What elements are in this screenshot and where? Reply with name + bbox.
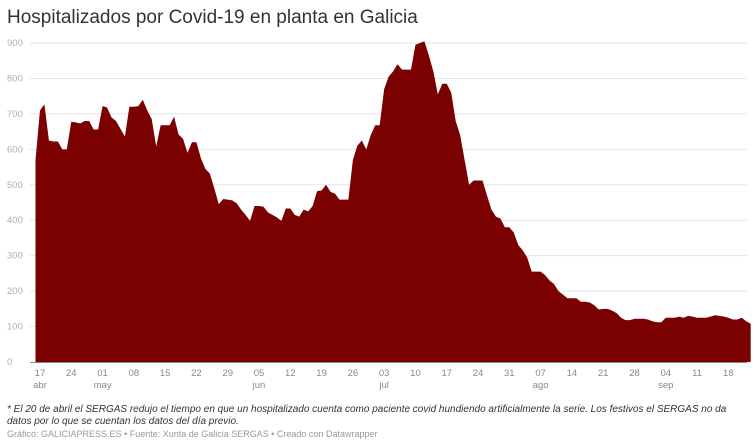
x-tick-label: 21	[598, 368, 609, 379]
y-axis-labels: 0 100 200 300 400 500 600 700 800 900	[7, 38, 23, 368]
x-tick-label: 05	[254, 368, 265, 379]
x-tick-label: 01	[97, 368, 108, 379]
y-tick-label: 100	[7, 322, 23, 333]
x-tick-label: 19	[316, 368, 327, 379]
x-tick-label: 31	[504, 368, 515, 379]
x-month-label: ago	[533, 380, 549, 391]
x-month-label: sep	[658, 380, 673, 391]
chart-title: Hospitalizados por Covid-19 en planta en…	[7, 7, 418, 28]
x-tick-label: 07	[535, 368, 546, 379]
x-tick-label: 18	[723, 368, 734, 379]
x-tick-label: 29	[222, 368, 233, 379]
chart-note: * El 20 de abril el SERGAS redujo el tie…	[7, 404, 727, 427]
x-month-label: jun	[252, 380, 266, 391]
y-tick-label: 0	[7, 357, 12, 368]
x-tick-label: 28	[629, 368, 640, 379]
x-tick-label: 14	[567, 368, 578, 379]
x-tick-label: 17	[441, 368, 452, 379]
y-tick-label: 600	[7, 144, 23, 155]
chart-footer-credits: Gráfico: GALICIAPRESS.ES • Fuente: Xunta…	[7, 429, 378, 439]
x-tick-label: 22	[191, 368, 202, 379]
y-tick-label: 500	[7, 180, 23, 191]
x-month-label: abr	[33, 380, 47, 391]
y-tick-label: 400	[7, 215, 23, 226]
x-tick-label: 08	[129, 368, 140, 379]
y-tick-label: 200	[7, 286, 23, 297]
x-tick-label: 26	[348, 368, 359, 379]
y-tick-label: 700	[7, 109, 23, 120]
x-tick-label: 10	[410, 368, 421, 379]
x-tick-label: 15	[160, 368, 171, 379]
y-tick-label: 300	[7, 251, 23, 262]
x-tick-label: 24	[473, 368, 484, 379]
y-tick-label: 900	[7, 38, 23, 49]
x-tick-label: 24	[66, 368, 77, 379]
x-month-label: jul	[378, 380, 389, 391]
x-tick-label: 11	[692, 368, 702, 379]
y-tick-label: 800	[7, 73, 23, 84]
x-tick-label: 12	[285, 368, 296, 379]
x-tick-label: 17	[35, 368, 46, 379]
hospitalized-area-series	[35, 41, 751, 362]
x-tick-label: 03	[379, 368, 390, 379]
x-month-label: may	[94, 380, 112, 391]
x-tick-label: 04	[660, 368, 671, 379]
